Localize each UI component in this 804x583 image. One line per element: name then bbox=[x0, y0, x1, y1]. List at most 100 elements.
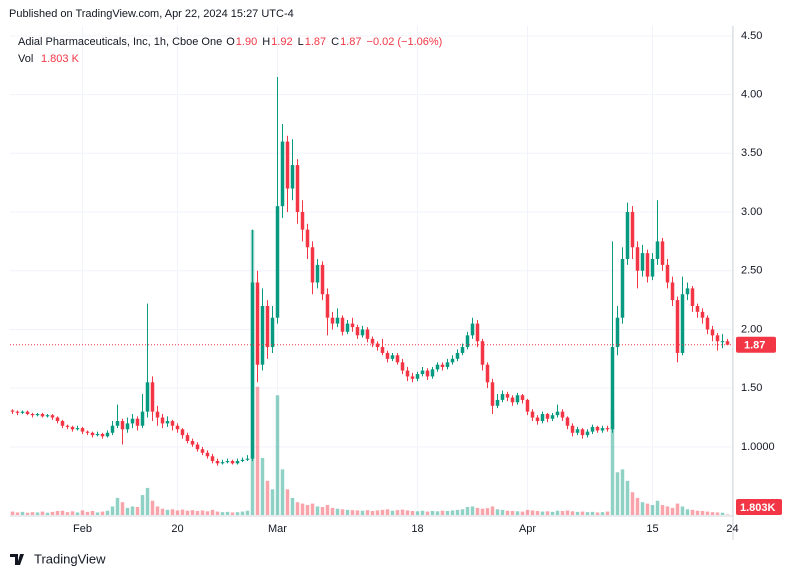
volume-bar bbox=[10, 511, 15, 515]
candle-body bbox=[285, 141, 290, 189]
candle-body bbox=[55, 417, 60, 422]
candle-body bbox=[425, 370, 430, 377]
x-tick-label: 15 bbox=[646, 523, 658, 535]
published: Published on TradingView.com, Apr 22, 20… bbox=[9, 8, 294, 20]
volume-bar bbox=[295, 502, 300, 515]
volume-bar bbox=[95, 512, 100, 515]
candle-body bbox=[255, 282, 260, 365]
candle-body bbox=[535, 417, 540, 422]
volume-bar bbox=[395, 510, 400, 515]
volume-bar bbox=[660, 505, 665, 515]
volume-bar bbox=[360, 510, 365, 515]
volume-bar bbox=[475, 507, 480, 515]
candle-body bbox=[400, 362, 405, 371]
volume-bar bbox=[720, 512, 725, 515]
candles bbox=[10, 76, 733, 466]
volume-bar bbox=[650, 505, 655, 515]
candle-body bbox=[555, 411, 560, 416]
volume-bar bbox=[695, 510, 700, 515]
candle-body bbox=[615, 317, 620, 348]
volume-tag-label: 1.803K bbox=[740, 502, 776, 514]
volume-bar bbox=[280, 469, 285, 515]
volume-bar bbox=[345, 509, 350, 515]
volume-bar bbox=[325, 505, 330, 515]
volume-bar bbox=[690, 509, 695, 515]
candle-body bbox=[295, 165, 300, 213]
logo-icon bbox=[10, 554, 24, 565]
x-tick-label: Apr bbox=[519, 523, 536, 535]
volume-bar bbox=[35, 512, 40, 515]
volume-bar bbox=[130, 506, 135, 515]
ohlc-key: O bbox=[226, 36, 235, 48]
candle-body bbox=[475, 323, 480, 342]
volume-bar bbox=[560, 511, 565, 515]
candle-body bbox=[330, 317, 335, 324]
volume-bar bbox=[335, 508, 340, 515]
candle-body bbox=[290, 165, 295, 189]
volume-bar bbox=[700, 511, 705, 515]
candle-body bbox=[715, 335, 720, 342]
volume-bar bbox=[655, 500, 660, 515]
candle-body bbox=[445, 362, 450, 368]
candle-body bbox=[685, 288, 690, 295]
candle-body bbox=[695, 305, 700, 312]
volume-bar bbox=[195, 511, 200, 515]
candle-body bbox=[410, 376, 415, 379]
volume-bar bbox=[540, 511, 545, 515]
volume-bar bbox=[490, 506, 495, 515]
candle-body bbox=[590, 426, 595, 432]
x-tick-label: 24 bbox=[726, 523, 738, 535]
candle-body bbox=[520, 395, 525, 400]
volume-bar bbox=[665, 506, 670, 515]
candle-body bbox=[125, 423, 130, 430]
candle-body bbox=[640, 253, 645, 271]
volume-bar bbox=[715, 512, 720, 515]
candle-body bbox=[420, 370, 425, 375]
volume-bar bbox=[155, 506, 160, 515]
volume-bar bbox=[550, 511, 555, 515]
candle-body bbox=[355, 327, 360, 336]
logo: TradingView bbox=[10, 551, 106, 566]
volume-bar bbox=[615, 472, 620, 515]
candle-body bbox=[205, 452, 210, 457]
candle-body bbox=[15, 411, 20, 413]
volume-bar bbox=[510, 511, 515, 515]
candle-body bbox=[80, 428, 85, 432]
volume-header-label: Vol bbox=[18, 53, 33, 65]
candle-body bbox=[35, 414, 40, 416]
candle-body bbox=[570, 425, 575, 433]
volume-bar bbox=[685, 509, 690, 515]
volume-bar bbox=[50, 511, 55, 515]
candle-body bbox=[260, 305, 265, 365]
candle-body bbox=[430, 369, 435, 377]
candle-body bbox=[435, 364, 440, 370]
ohlc-value: 1.87 bbox=[305, 36, 326, 48]
candle-body bbox=[550, 415, 555, 419]
volume-bar bbox=[580, 511, 585, 515]
y-tick-label: 3.50 bbox=[741, 147, 762, 159]
candle-body bbox=[515, 395, 520, 403]
volume-bar bbox=[605, 511, 610, 515]
volume-bar bbox=[640, 502, 645, 515]
volume-bar bbox=[485, 508, 490, 515]
volume-bar bbox=[435, 511, 440, 515]
candle-body bbox=[170, 421, 175, 426]
candle-body bbox=[90, 432, 95, 436]
candle-body bbox=[230, 460, 235, 464]
candle-body bbox=[70, 426, 75, 430]
volume-bar bbox=[440, 510, 445, 515]
volume-bar bbox=[230, 512, 235, 515]
candle-body bbox=[165, 421, 170, 424]
candle-body bbox=[575, 429, 580, 433]
candle-body bbox=[85, 431, 90, 433]
volume-bar bbox=[480, 508, 485, 515]
volume-bar bbox=[515, 511, 520, 515]
ohlc-key: H bbox=[262, 36, 270, 48]
ohlc-value: 1.90 bbox=[236, 36, 257, 48]
candle-body bbox=[345, 323, 350, 332]
candle-body bbox=[305, 229, 310, 248]
volume-bar bbox=[385, 509, 390, 515]
candle-body bbox=[665, 264, 670, 283]
axes: 4.50 4.00 3.50 3.00 2.50 2.00 1.50 1.0000 Feb 20 M… bbox=[73, 30, 782, 535]
volume-bar bbox=[170, 509, 175, 515]
